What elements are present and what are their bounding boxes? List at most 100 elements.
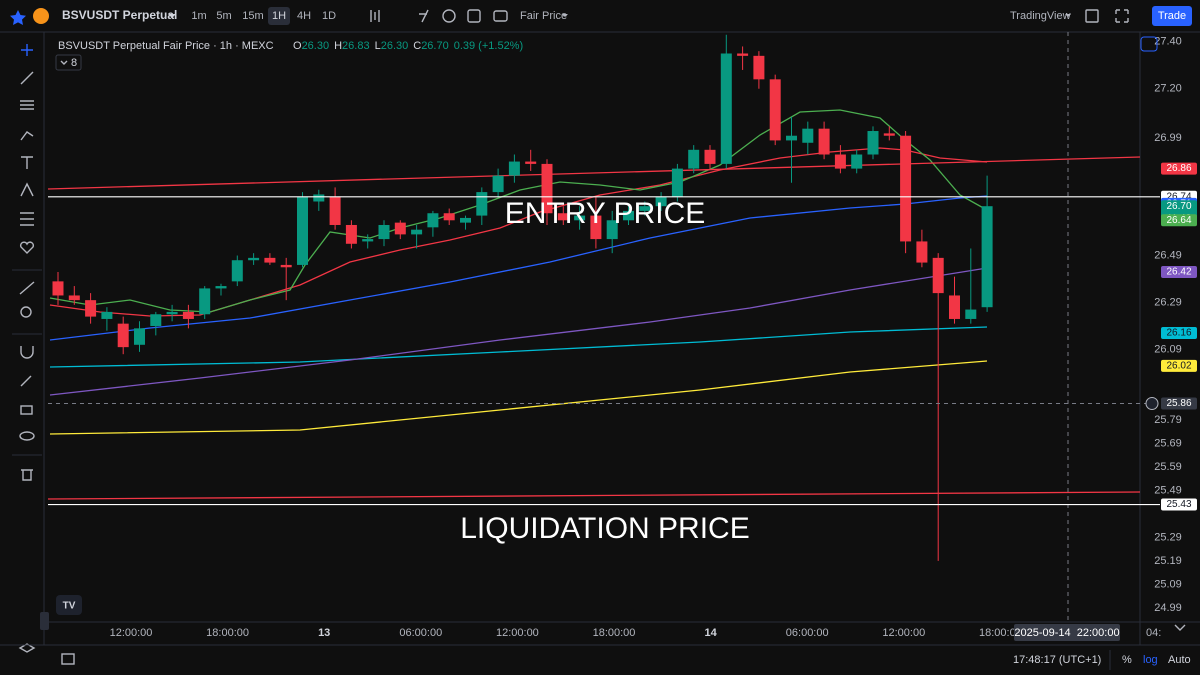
brush-tool[interactable] [20, 131, 34, 141]
auto-toggle[interactable]: Auto [1168, 654, 1191, 666]
interval[interactable]: 1H [272, 10, 286, 22]
percent-toggle[interactable]: % [1122, 654, 1132, 666]
prediction-tool[interactable] [20, 212, 34, 226]
interval[interactable]: 1m [191, 10, 206, 22]
hide-tool[interactable] [19, 431, 35, 441]
chevron [60, 60, 68, 65]
interval[interactable]: 5m [216, 10, 231, 22]
candle-body [297, 196, 308, 265]
snapshot-icon[interactable] [493, 10, 508, 22]
dropdown[interactable] [168, 14, 176, 18]
range-icon[interactable] [61, 653, 75, 665]
candle-body [248, 257, 260, 261]
interval[interactable]: 1D [322, 10, 336, 22]
candle-body [362, 239, 374, 242]
candle-body [916, 241, 928, 263]
x-tick-label: 18:00:00 [206, 627, 249, 639]
tv-logo[interactable] [56, 595, 82, 615]
fullscreen-icon[interactable] [1115, 9, 1129, 23]
price-badge-label: 26.16 [1166, 328, 1191, 339]
candle-body [231, 260, 243, 282]
candle-body [492, 175, 504, 193]
indicator-count: 8 [71, 57, 77, 69]
ma-purple [49, 267, 988, 396]
lock-drawing-tool[interactable] [20, 375, 32, 387]
zoom-tool[interactable] [20, 306, 32, 318]
dropdown [562, 14, 568, 17]
indicator-icon[interactable] [419, 9, 429, 23]
interval[interactable]: 15m [242, 10, 263, 22]
collapse-handle[interactable] [40, 612, 49, 630]
tv-logo-mark: TV [63, 601, 76, 612]
chart-type-icon[interactable] [370, 10, 380, 22]
interval[interactable]: 4H [297, 10, 311, 22]
drawing-tools [12, 44, 42, 653]
trend-line [47, 491, 1141, 500]
delete-tool[interactable] [21, 469, 33, 481]
crosshair-tool[interactable] [21, 44, 33, 56]
crosshair-time-box [1014, 624, 1120, 641]
candle-body [557, 213, 569, 221]
ohlc-key: H [334, 40, 342, 52]
interval-active [268, 7, 290, 25]
candle-body [329, 196, 341, 225]
pattern-tool[interactable] [20, 182, 34, 197]
text-tool[interactable] [21, 156, 33, 169]
settings-icon[interactable] [1174, 624, 1186, 631]
symbol[interactable]: BSVUSDT Perpetual [62, 8, 177, 22]
legend-title: BSVUSDT Perpetual Fair Price · 1h · MEXC [58, 40, 274, 52]
y-tick-label: 25.79 [1154, 414, 1182, 426]
fib-tool[interactable] [20, 100, 34, 110]
ma-yellow [49, 360, 988, 435]
indicator-toggle[interactable] [55, 54, 82, 71]
ohlc-key: O [293, 40, 302, 52]
moving-averages [47, 109, 1141, 500]
x-tick-label: 12:00:00 [496, 627, 539, 639]
candle-body [85, 300, 97, 317]
x-tick-label: 12:00:00 [110, 627, 153, 639]
candle-body [264, 257, 276, 263]
y-tick-label: 26.29 [1154, 296, 1182, 308]
measure-tool[interactable] [19, 281, 35, 295]
price-type[interactable]: Fair Price [520, 10, 567, 22]
candle-body [345, 224, 357, 244]
trade-label[interactable]: Trade [1158, 10, 1186, 22]
candle-body [851, 154, 863, 169]
trade-button[interactable] [1152, 6, 1192, 26]
candle-body [460, 217, 471, 223]
favorite-icon[interactable] [10, 10, 26, 25]
change: 0.39 (+1.52%) [454, 40, 523, 52]
window-icon[interactable] [1085, 9, 1099, 23]
log-toggle[interactable]: log [1143, 654, 1158, 666]
x-tick-label: 04: [1146, 627, 1161, 639]
candle-body [313, 194, 325, 202]
candle-body [720, 53, 732, 164]
template-icon[interactable] [442, 9, 456, 23]
candle-body [949, 295, 960, 319]
candle-body [655, 196, 667, 207]
candle-body [786, 135, 797, 141]
overlay: 27.40 27.20 26.99 26.49 26.29 26.09 25.79 25.69… [48, 32, 1197, 641]
magnet-tool[interactable] [20, 346, 34, 359]
dropdown [1065, 14, 1071, 17]
candle-body [688, 149, 700, 169]
layout-name[interactable]: TradingView [1010, 10, 1071, 22]
alert-icon[interactable] [467, 9, 481, 23]
x-tick-label: 18:00:00 [979, 627, 1022, 639]
candle-body [704, 149, 716, 164]
add-alert[interactable] [1145, 397, 1159, 411]
line-tool[interactable] [20, 71, 34, 85]
candle-body [623, 210, 634, 221]
candle-body [590, 215, 602, 240]
favorites-tool[interactable] [19, 241, 35, 254]
y-tick-label: 25.59 [1154, 461, 1182, 473]
lock-tool[interactable] [20, 405, 33, 415]
candle-body [199, 288, 211, 315]
y-tick-label: 25.49 [1154, 484, 1182, 496]
candle-body [834, 154, 846, 169]
auto-scale-icon[interactable] [1140, 36, 1158, 52]
coin-icon [33, 8, 49, 24]
y-tick-label: 27.40 [1154, 36, 1182, 48]
candle-body [769, 79, 781, 141]
